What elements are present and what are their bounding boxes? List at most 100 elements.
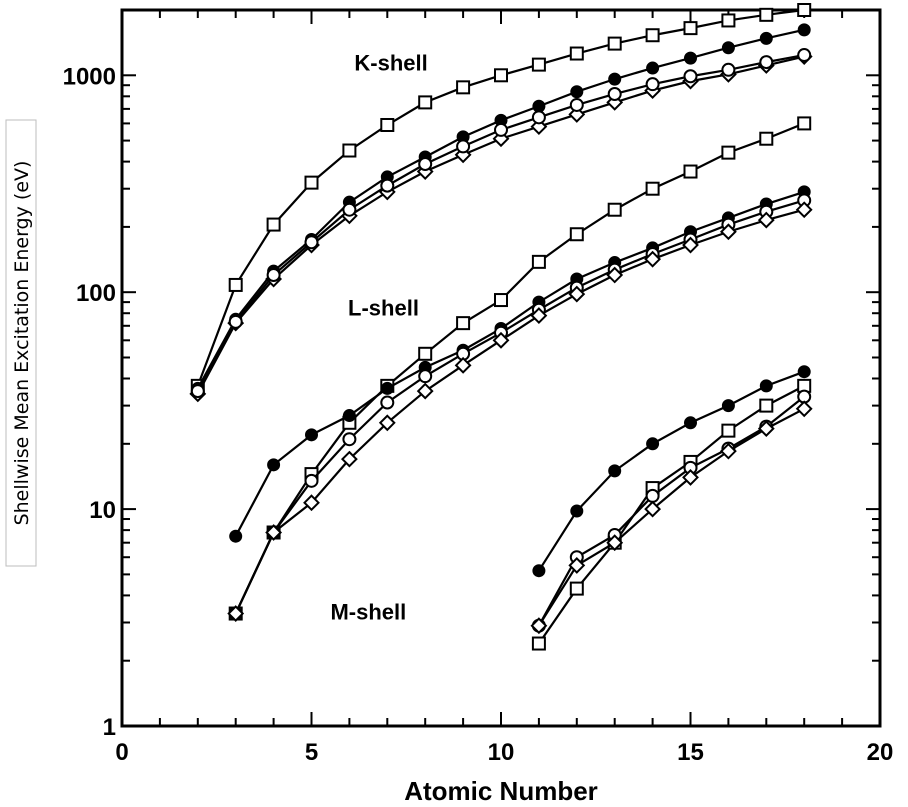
series-line: [234, 199, 805, 614]
data-point: [569, 97, 584, 112]
data-point: [759, 7, 774, 22]
data-point: [759, 31, 773, 45]
data-point: [304, 175, 319, 190]
series-m-filled-circle-8: [532, 365, 811, 578]
data-point: [569, 581, 584, 596]
data-point: [795, 201, 813, 219]
data-point: [342, 143, 357, 158]
series-line: [234, 190, 805, 537]
data-point: [569, 227, 584, 242]
data-point: [606, 534, 624, 552]
series-k-circle-3: [190, 48, 812, 399]
data-point: [454, 356, 472, 374]
data-point: [682, 236, 699, 254]
data-point: [607, 86, 622, 101]
data-point: [494, 68, 508, 83]
data-point: [607, 202, 622, 217]
data-point: [228, 314, 243, 329]
data-point: [380, 381, 394, 395]
data-point: [492, 331, 510, 349]
data-point: [568, 556, 586, 574]
data-point: [305, 428, 318, 442]
data-point: [721, 62, 736, 77]
data-point: [456, 80, 471, 95]
x-axis-title: Atomic Number: [404, 776, 598, 806]
x-tick-label: 15: [677, 739, 704, 766]
data-point: [228, 277, 243, 292]
data-point: [418, 156, 433, 171]
data-point: [644, 500, 662, 518]
x-tick-label: 0: [115, 739, 128, 766]
data-point: [267, 458, 281, 472]
data-point: [759, 131, 774, 146]
data-point: [759, 379, 773, 393]
series-l-square-4: [228, 116, 812, 621]
data-point: [380, 395, 395, 410]
shell-annotations: K-shell L-shell M-shell: [330, 51, 427, 625]
y-tick-label: 1000: [63, 63, 116, 90]
data-point: [797, 365, 811, 379]
x-tick-label: 10: [488, 739, 515, 766]
data-point: [266, 268, 281, 283]
data-point: [797, 3, 812, 17]
data-point: [303, 494, 320, 512]
data-point: [645, 28, 660, 43]
data-point: [759, 55, 774, 70]
data-point: [683, 69, 698, 84]
y-tick-label: 1: [103, 714, 116, 741]
data-point: [608, 464, 622, 478]
data-point: [570, 504, 584, 518]
series-line: [234, 122, 805, 614]
annotation-m-shell: M-shell: [330, 599, 406, 624]
series-line: [537, 407, 805, 627]
data-point: [607, 36, 622, 51]
data-point: [608, 72, 622, 86]
data-point: [531, 110, 546, 125]
data-point: [532, 564, 546, 578]
data-point: [266, 217, 281, 232]
data-point: [646, 61, 660, 75]
data-point: [531, 57, 546, 72]
data-point: [645, 77, 660, 92]
data-point: [342, 409, 356, 423]
series-m-square-9: [531, 378, 812, 651]
annotation-k-shell: K-shell: [354, 51, 427, 76]
annotation-l-shell: L-shell: [348, 296, 419, 321]
data-point: [418, 95, 433, 110]
data-point: [418, 346, 433, 361]
data-point: [721, 399, 735, 413]
data-point: [227, 605, 245, 622]
data-point: [531, 636, 546, 651]
data-point: [340, 450, 358, 468]
data-point: [683, 21, 698, 36]
data-point: [416, 382, 434, 400]
data-point: [530, 617, 548, 635]
data-point: [721, 13, 736, 28]
data-point: [683, 164, 698, 179]
data-point: [721, 41, 735, 55]
data-point: [378, 414, 396, 432]
data-point: [494, 293, 508, 308]
data-point: [229, 529, 243, 543]
data-point: [797, 116, 812, 131]
data-point: [719, 223, 737, 241]
data-point: [569, 46, 584, 61]
data-point: [645, 181, 660, 196]
data-point: [570, 85, 584, 99]
data-point: [719, 442, 737, 460]
data-point: [684, 416, 697, 430]
data-point: [342, 202, 357, 217]
data-point: [684, 51, 697, 65]
data-point: [645, 488, 660, 503]
data-point: [530, 307, 548, 325]
data-point: [304, 235, 319, 250]
data-point: [759, 398, 774, 413]
data-point: [721, 423, 736, 438]
data-point: [304, 473, 319, 488]
data-point: [265, 524, 283, 541]
x-tick-label: 5: [305, 739, 318, 766]
data-point: [418, 369, 433, 384]
data-point: [456, 316, 471, 331]
data-point: [342, 432, 357, 447]
